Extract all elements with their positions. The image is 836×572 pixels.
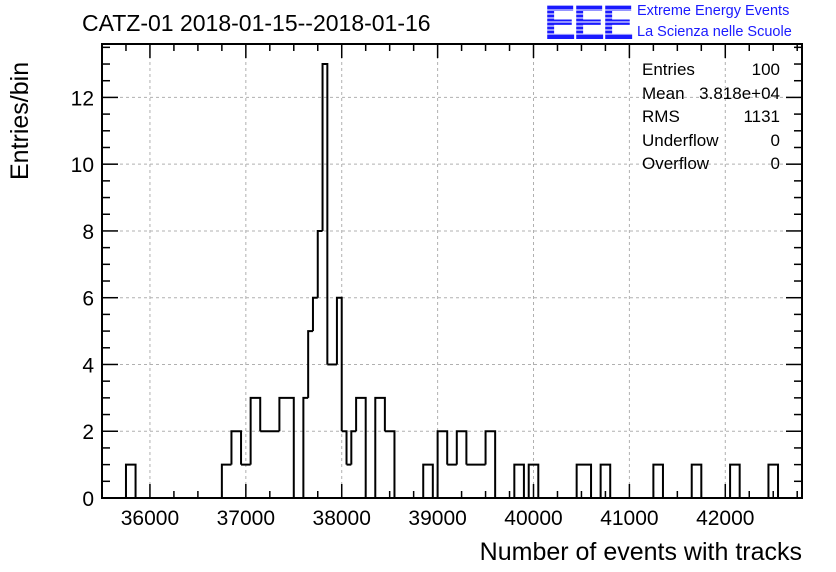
y-tick-label: 6	[82, 288, 94, 311]
histogram-bin	[422, 463, 434, 498]
y-tick-label: 0	[82, 488, 94, 511]
histogram-bin	[341, 430, 348, 465]
stat-entries: Entries 100	[642, 60, 780, 84]
stat-underflow-value: 0	[770, 130, 780, 150]
histogram-bin	[767, 463, 780, 498]
histogram-bin	[302, 396, 309, 498]
stat-rms: RMS 1131	[642, 107, 780, 131]
histogram-bin	[220, 463, 232, 498]
histogram-bin	[124, 463, 137, 498]
histogram-bin	[599, 463, 612, 498]
histogram-bin	[436, 430, 449, 498]
stat-underflow-label: Underflow	[642, 130, 719, 150]
y-tick-label: 12	[71, 87, 94, 110]
histogram-bin	[307, 330, 313, 398]
eee-logo: EEE	[544, 0, 634, 50]
axes	[101, 43, 803, 499]
stat-entries-value: 100	[751, 60, 780, 79]
y-tick-label: 4	[82, 354, 94, 377]
y-tick-label: 8	[82, 221, 94, 244]
axis-ticks	[101, 44, 802, 499]
histogram-bin	[249, 396, 262, 465]
histogram-bin	[652, 463, 664, 498]
histogram-bin	[484, 430, 497, 498]
stat-rms-value: 1131	[743, 107, 780, 126]
histogram-bin	[311, 296, 318, 332]
y-tick-label: 2	[82, 421, 94, 444]
x-tick-label: 38000	[313, 507, 371, 530]
histogram-bin	[335, 296, 343, 432]
histogram-bin	[321, 63, 329, 365]
stat-rms-label: RMS	[642, 107, 680, 126]
tick-labels: 36000 37000 38000 39000 40000 41000 42000 0 2 4 6 8…	[71, 87, 755, 530]
x-tick-label: 40000	[504, 507, 562, 530]
histogram-bin	[350, 430, 357, 465]
y-axis-label: Entries/bin	[6, 61, 34, 180]
histogram-bin	[384, 430, 396, 498]
chart-title: CATZ-01 2018-01-15--2018-01-16	[82, 10, 431, 36]
histogram-bin	[729, 463, 741, 498]
stat-entries-label: Entries	[642, 60, 695, 79]
histogram-bin	[374, 396, 386, 498]
stat-mean-label: Mean	[642, 83, 685, 103]
x-tick-label: 42000	[696, 507, 754, 530]
histogram-bin	[316, 229, 323, 298]
x-tick-label: 37000	[217, 507, 275, 530]
stat-underflow: Underflow 0	[642, 131, 780, 155]
histogram-bars	[124, 63, 780, 499]
stat-overflow-value: 0	[770, 154, 780, 173]
histogram-bin	[230, 430, 243, 465]
y-tick-label: 10	[71, 154, 94, 177]
x-tick-label: 36000	[121, 507, 179, 530]
histogram-bin	[575, 463, 593, 498]
logo-line-2: La Scienza nelle Scuole	[637, 24, 792, 40]
histogram-bin	[278, 396, 295, 498]
plot-frame	[101, 43, 803, 499]
logo-line-1: Extreme Energy Events	[637, 3, 790, 19]
x-tick-label: 41000	[600, 507, 658, 530]
stats-box: Entries 100 Mean 3.818e+04 RMS 1131 Unde…	[642, 60, 780, 178]
histogram-bin	[513, 463, 525, 498]
stat-overflow-label: Overflow	[642, 154, 710, 173]
x-tick-label: 39000	[408, 507, 466, 530]
x-axis-label: Number of events with tracks	[479, 538, 802, 566]
histogram-bin	[455, 430, 468, 465]
stat-overflow: Overflow 0	[642, 154, 780, 178]
stat-mean: Mean 3.818e+04	[642, 84, 780, 108]
histogram-bin	[527, 463, 540, 498]
stat-mean-value: 3.818e+04	[699, 83, 780, 103]
histogram-bin	[355, 396, 367, 498]
histogram-bin	[690, 463, 703, 498]
